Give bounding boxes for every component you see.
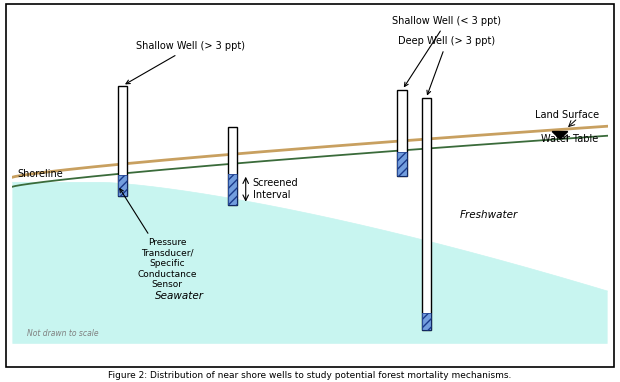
Text: Deep Well (> 3 ppt): Deep Well (> 3 ppt) xyxy=(398,36,495,94)
Text: Water Table: Water Table xyxy=(541,134,599,144)
Bar xyxy=(118,175,127,196)
Bar xyxy=(397,90,407,176)
Bar xyxy=(397,152,407,176)
Text: Shallow Well (> 3 ppt): Shallow Well (> 3 ppt) xyxy=(126,41,246,84)
Bar xyxy=(228,174,237,204)
Text: Seawater: Seawater xyxy=(154,291,203,301)
Text: Figure 2: Distribution of near shore wells to study potential forest mortality m: Figure 2: Distribution of near shore wel… xyxy=(108,371,511,380)
Bar xyxy=(422,98,430,330)
Bar xyxy=(228,174,237,204)
Bar xyxy=(422,313,430,330)
Text: Shoreline: Shoreline xyxy=(17,169,63,179)
Text: Shallow Well (< 3 ppt): Shallow Well (< 3 ppt) xyxy=(392,16,502,86)
Bar xyxy=(228,127,237,204)
Text: Screened
Interval: Screened Interval xyxy=(253,178,298,200)
Text: Freshwater: Freshwater xyxy=(459,210,518,220)
Text: Land Surface: Land Surface xyxy=(534,110,599,120)
Bar xyxy=(422,313,430,330)
Polygon shape xyxy=(12,182,608,344)
Bar xyxy=(118,175,127,196)
Polygon shape xyxy=(552,131,568,139)
Text: Pressure
Transducer/
Specific
Conductance
Sensor: Pressure Transducer/ Specific Conductanc… xyxy=(120,189,197,289)
Bar xyxy=(118,86,127,196)
Bar xyxy=(397,152,407,176)
Text: Not drawn to scale: Not drawn to scale xyxy=(27,329,99,338)
